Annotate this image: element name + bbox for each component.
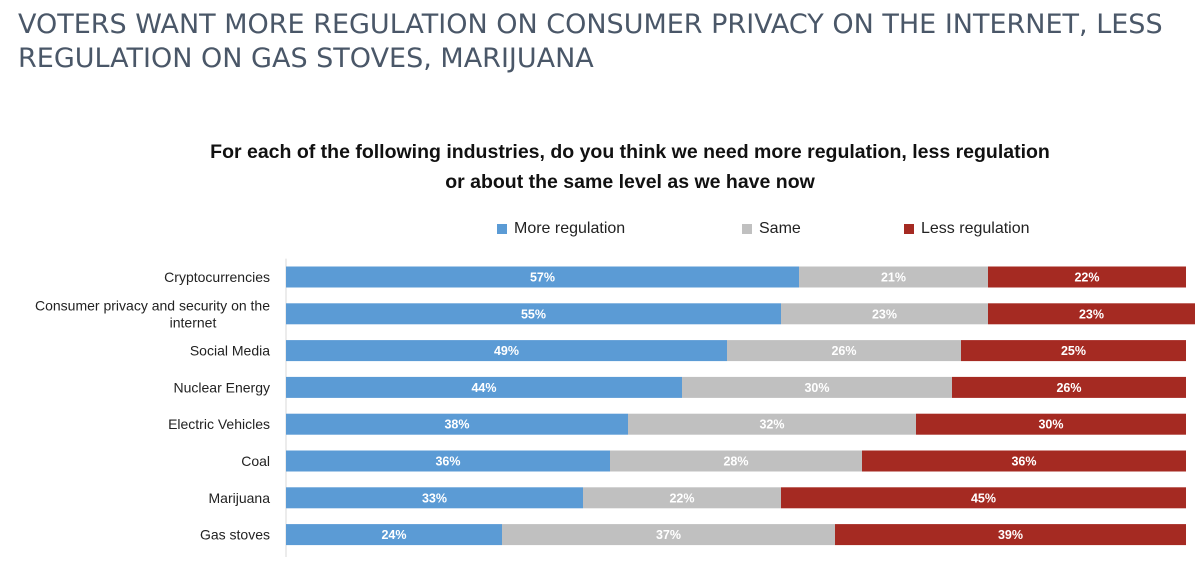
bar-segment — [286, 413, 628, 435]
data-label: 37% — [656, 528, 681, 542]
category-label: Coal — [241, 453, 270, 469]
data-label: 22% — [1074, 271, 1099, 285]
data-label: 30% — [804, 381, 829, 395]
data-label: 36% — [1011, 455, 1036, 469]
data-label: 49% — [494, 344, 519, 358]
data-label: 55% — [521, 307, 546, 321]
chart-title-line-1: For each of the following industries, do… — [210, 141, 1050, 163]
data-label: 44% — [471, 381, 496, 395]
data-label: 32% — [759, 418, 784, 432]
bar-segment — [502, 524, 835, 546]
data-label: 23% — [1079, 307, 1104, 321]
data-label: 23% — [872, 307, 897, 321]
legend-item-less-regulation: Less regulation — [904, 220, 1030, 238]
bar-segment — [286, 340, 727, 362]
category-label: Nuclear Energy — [174, 379, 271, 395]
data-label: 21% — [881, 271, 906, 285]
legend-label-same: Same — [759, 220, 801, 237]
data-label: 33% — [422, 491, 447, 505]
category-label: Consumer privacy and security on the inte… — [35, 297, 270, 330]
category-label: Electric Vehicles — [168, 416, 270, 432]
data-label: 57% — [530, 271, 555, 285]
category-label: Cryptocurrencies — [164, 269, 270, 285]
bar-segment — [286, 487, 583, 509]
chart-legend: More regulation Same Less regulation — [0, 220, 1200, 244]
legend-label-more-regulation: More regulation — [514, 220, 626, 237]
category-label: Gas stoves — [200, 527, 270, 543]
bar-segment — [286, 303, 781, 325]
bar-segment — [583, 487, 781, 509]
category-label: Social Media — [190, 343, 270, 359]
bar-segment — [961, 340, 1186, 362]
legend-item-same: Same — [742, 220, 801, 238]
data-label: 26% — [1056, 381, 1081, 395]
data-label: 25% — [1061, 344, 1086, 358]
data-label: 39% — [998, 528, 1023, 542]
bar-segment — [286, 266, 799, 288]
chart-title: For each of the following industries, do… — [0, 137, 1200, 197]
data-label: 45% — [971, 491, 996, 505]
bar-segment — [862, 450, 1186, 472]
bar-segment — [952, 376, 1186, 398]
bar-segment — [628, 413, 916, 435]
chart-title-line-2: or about the same level as we have now — [445, 171, 815, 193]
data-label: 38% — [444, 418, 469, 432]
bar-segment — [286, 524, 502, 546]
legend-label-less-regulation: Less regulation — [921, 220, 1030, 237]
data-label: 28% — [723, 455, 748, 469]
bar-segment — [286, 376, 682, 398]
category-label: Marijuana — [209, 490, 271, 506]
bar-segment — [916, 413, 1186, 435]
legend-swatch-more-regulation — [497, 224, 507, 234]
data-label: 24% — [381, 528, 406, 542]
legend-swatch-less-regulation — [904, 224, 914, 234]
legend-swatch-same — [742, 224, 752, 234]
data-label: 36% — [435, 455, 460, 469]
bar-segment — [727, 340, 961, 362]
bar-segment — [799, 266, 988, 288]
bar-segment — [286, 450, 610, 472]
bar-segment — [835, 524, 1186, 546]
legend-item-more-regulation: More regulation — [497, 220, 625, 238]
data-label: 30% — [1038, 418, 1063, 432]
bar-segment — [781, 303, 988, 325]
page-headline: VOTERS WANT MORE REGULATION ON CONSUMER … — [18, 9, 1163, 74]
data-label: 22% — [669, 491, 694, 505]
bar-segment — [988, 266, 1186, 288]
bar-segment — [781, 487, 1186, 509]
bar-segment — [610, 450, 862, 472]
bar-segment — [988, 303, 1195, 325]
bar-segment — [682, 376, 952, 398]
data-label: 26% — [831, 344, 856, 358]
